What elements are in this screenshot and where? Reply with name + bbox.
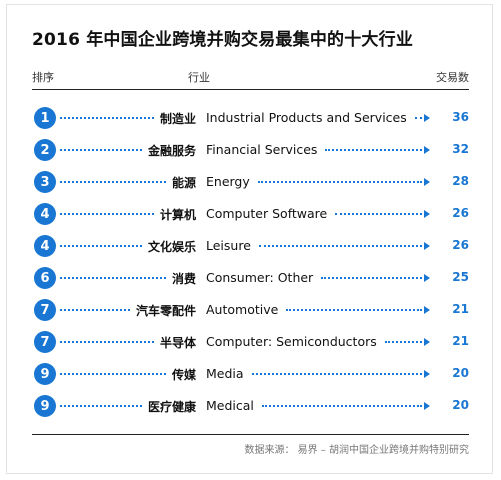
leader-line-right [384,341,422,343]
rank-badge: 6 [34,267,56,289]
header-rank: 排序 [32,71,54,84]
header-count: 交易数 [436,71,469,84]
industry-cn-label: 制造业 [159,112,196,126]
industry-cn-label: 计算机 [159,208,196,222]
arrow-icon [424,242,430,250]
leader-line-right [335,213,422,215]
deal-count: 26 [452,206,469,220]
source-note: 数据来源： 易界 – 胡润中国企业跨境并购特别研究 [244,445,469,456]
industry-en-label: Media [206,366,244,381]
deal-count: 25 [452,270,469,284]
industry-en-label: Financial Services [206,142,318,157]
leader-line-left [60,117,154,119]
leader-line-right [321,277,422,279]
header-rule [32,89,469,90]
rank-badge: 4 [34,235,56,257]
deal-count: 36 [452,110,469,124]
table-row: 7 半导体 Computer: Semiconductors 21 [0,330,501,354]
arrow-icon [424,274,430,282]
leader-line-left [60,277,166,279]
chart-title: 2016 年中国企业跨境并购交易最集中的十大行业 [32,30,414,50]
leader-line-left [60,245,142,247]
industry-cn-label: 金融服务 [147,144,196,158]
arrow-icon [424,114,430,122]
deal-count: 28 [452,174,469,188]
leader-line-right [286,309,422,311]
header-industry: 行业 [188,71,210,84]
rank-badge: 9 [34,395,56,417]
arrow-icon [424,306,430,314]
deal-count: 26 [452,238,469,252]
arrow-icon [424,402,430,410]
industry-cn-label: 医疗健康 [147,400,196,414]
leader-line-right [325,149,422,151]
industry-cn-label: 传媒 [171,368,196,382]
leader-line-right [257,181,422,183]
rank-badge: 2 [34,139,56,161]
arrow-icon [424,370,430,378]
table-row: 7 汽车零配件 Automotive 21 [0,298,501,322]
leader-line-right [414,117,422,119]
industry-cn-label: 消费 [171,272,196,286]
leader-line-left [60,373,166,375]
deal-count: 21 [452,302,469,316]
industry-en-label: Energy [206,174,250,189]
leader-line-left [60,309,130,311]
industry-cn-label: 文化娱乐 [147,240,196,254]
industry-en-label: Industrial Products and Services [206,110,407,125]
table-row: 9 医疗健康 Medical 20 [0,394,501,418]
leader-line-left [60,341,154,343]
industry-cn-label: 汽车零配件 [135,304,196,318]
chart-frame [6,4,493,474]
rank-badge: 7 [34,331,56,353]
rank-badge: 7 [34,299,56,321]
leader-line-right [258,245,422,247]
industry-en-label: Leisure [206,238,251,253]
table-row: 9 传媒 Media 20 [0,362,501,386]
arrow-icon [424,178,430,186]
arrow-icon [424,146,430,154]
leader-line-left [60,181,166,183]
industry-en-label: Computer: Semiconductors [206,334,377,349]
deal-count: 21 [452,334,469,348]
rank-badge: 1 [34,107,56,129]
table-row: 1 制造业 Industrial Products and Services 36 [0,106,501,130]
industry-en-label: Medical [206,398,254,413]
column-header: 排序 行业 交易数 [32,69,469,89]
footer-rule [32,434,469,435]
leader-line-right [251,373,422,375]
industry-en-label: Consumer: Other [206,270,314,285]
table-row: 4 文化娱乐 Leisure 26 [0,234,501,258]
arrow-icon [424,210,430,218]
leader-line-left [60,405,142,407]
deal-count: 20 [452,366,469,380]
table-row: 2 金融服务 Financial Services 32 [0,138,501,162]
leader-line-right [261,405,422,407]
industry-en-label: Computer Software [206,206,328,221]
rank-badge: 4 [34,203,56,225]
industry-en-label: Automotive [206,302,279,317]
rank-badge: 3 [34,171,56,193]
industry-cn-label: 半导体 [159,336,196,350]
deal-count: 32 [452,142,469,156]
industry-cn-label: 能源 [171,176,196,190]
table-row: 4 计算机 Computer Software 26 [0,202,501,226]
rank-badge: 9 [34,363,56,385]
leader-line-left [60,149,142,151]
table-row: 6 消费 Consumer: Other 25 [0,266,501,290]
table-row: 3 能源 Energy 28 [0,170,501,194]
deal-count: 20 [452,398,469,412]
arrow-icon [424,338,430,346]
leader-line-left [60,213,154,215]
